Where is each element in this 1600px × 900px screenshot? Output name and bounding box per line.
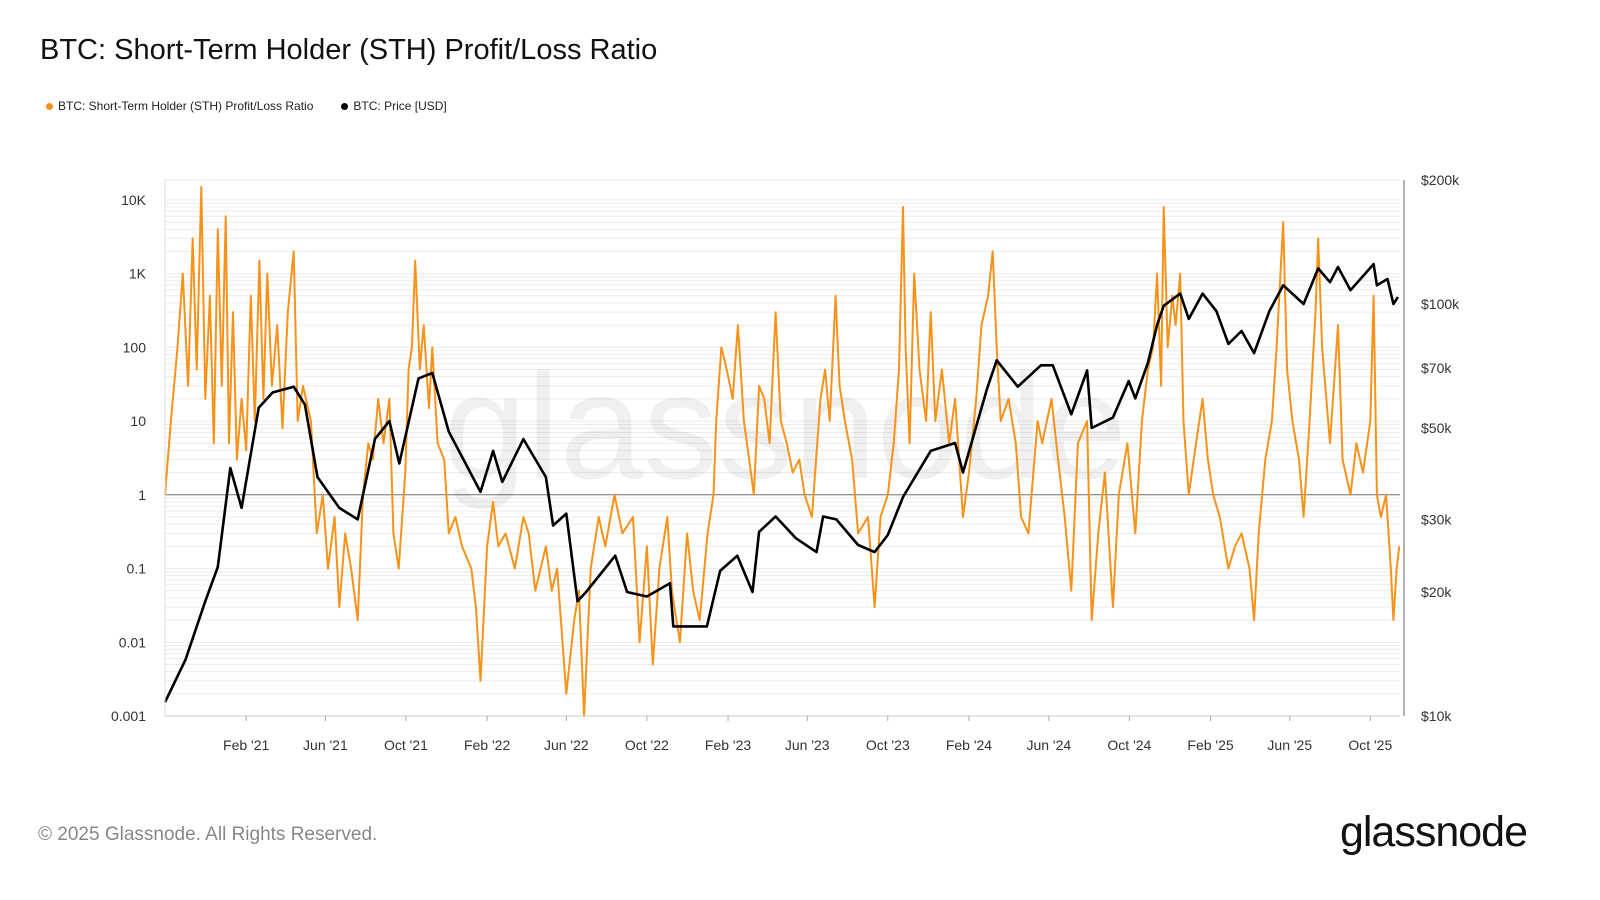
x-tick-label: Feb '22 — [464, 737, 510, 753]
legend-label: BTC: Short-Term Holder (STH) Profit/Loss… — [58, 99, 314, 113]
legend-item-sth-ratio[interactable]: BTC: Short-Term Holder (STH) Profit/Loss… — [46, 99, 313, 113]
y-left-tick-label: 10 — [130, 413, 146, 429]
watermark: glassnode — [443, 342, 1127, 510]
x-tick-label: Oct '22 — [625, 737, 669, 753]
x-tick-label: Oct '21 — [384, 737, 428, 753]
x-tick-label: Jun '25 — [1267, 737, 1312, 753]
y-right-tick-label: $100k — [1421, 296, 1460, 312]
y-left-tick-label: 0.001 — [111, 708, 146, 724]
legend-swatch-orange — [46, 102, 53, 110]
x-tick-label: Feb '25 — [1187, 737, 1233, 753]
y-left-tick-label: 0.01 — [119, 634, 146, 650]
x-tick-label: Feb '24 — [946, 737, 992, 753]
copyright: © 2025 Glassnode. All Rights Reserved. — [38, 824, 378, 845]
x-tick-label: Feb '23 — [705, 737, 751, 753]
legend-item-price[interactable]: BTC: Price [USD] — [341, 99, 447, 113]
series — [163, 185, 1401, 717]
x-tick-label: Feb '21 — [223, 737, 269, 753]
y-left-tick-label: 100 — [123, 339, 147, 355]
y-left-tick-label: 10K — [121, 192, 147, 208]
legend-label: BTC: Price [USD] — [353, 99, 447, 113]
x-tick-label: Oct '24 — [1107, 737, 1151, 753]
x-tick-label: Oct '23 — [866, 737, 910, 753]
y-right-tick-label: $10k — [1421, 708, 1452, 724]
y-left-tick-label: 1 — [138, 487, 146, 503]
y-right-tick-label: $50k — [1421, 420, 1452, 436]
y-right-tick-label: $70k — [1421, 360, 1452, 376]
y-left-tick-label: 0.1 — [127, 561, 147, 577]
y-left-tick-label: 1K — [129, 266, 147, 282]
x-tick-label: Jun '24 — [1026, 737, 1071, 753]
legend: BTC: Short-Term Holder (STH) Profit/Loss… — [46, 99, 447, 113]
x-tick-label: Oct '25 — [1348, 737, 1392, 753]
x-tick-label: Jun '23 — [785, 737, 830, 753]
chart-title: BTC: Short-Term Holder (STH) Profit/Loss… — [40, 34, 658, 66]
x-tick-label: Jun '21 — [303, 737, 348, 753]
series-line-btc-price — [163, 262, 1400, 703]
legend-swatch-black — [341, 102, 349, 110]
y-right-tick-label: $200k — [1421, 172, 1460, 188]
y-right-tick-label: $20k — [1421, 584, 1452, 600]
glassnode-logo: glassnode — [1339, 808, 1528, 856]
y-right-tick-label: $30k — [1421, 511, 1452, 527]
series-line-sth-profit-loss-ratio — [164, 185, 1401, 717]
axes: 0.001 0.01 0.1 1 10 100 1K 10K $10k $20k $30k $50k $… — [111, 172, 1460, 753]
x-tick-label: Jun '22 — [544, 737, 589, 753]
